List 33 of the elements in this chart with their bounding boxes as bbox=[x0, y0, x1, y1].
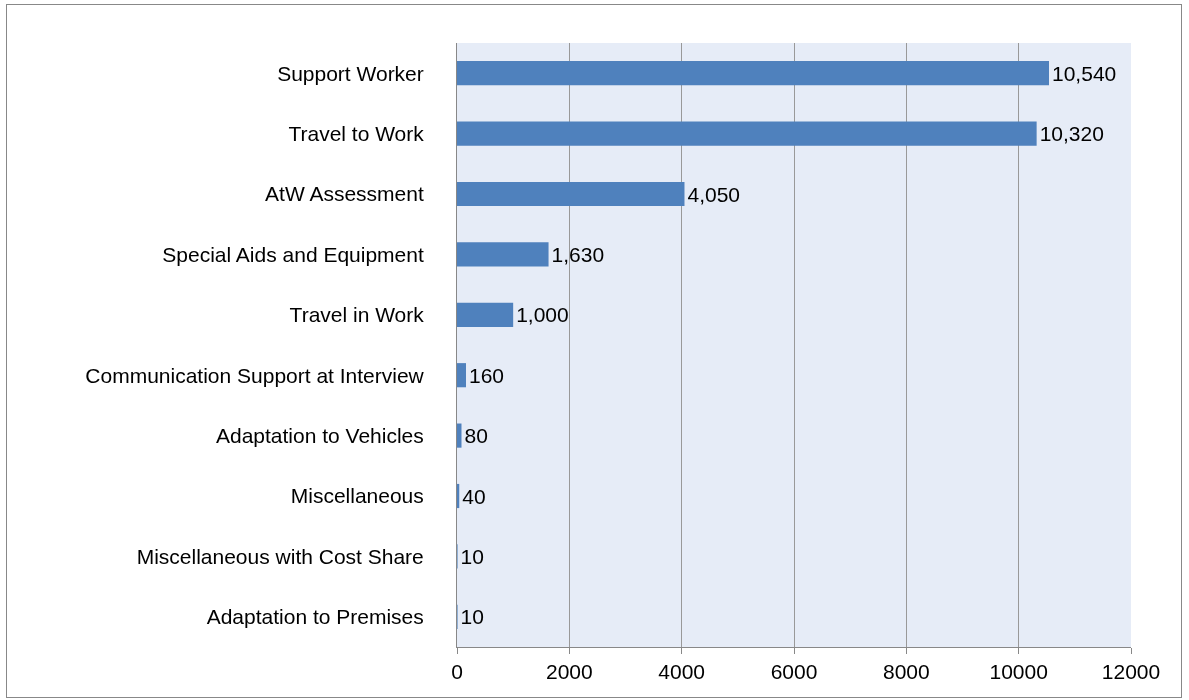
y-tick-label: Special Aids and Equipment bbox=[162, 242, 424, 266]
data-label: 10 bbox=[460, 605, 484, 629]
x-tick-label: 12000 bbox=[1101, 660, 1161, 684]
x-tick-label: 2000 bbox=[545, 660, 593, 684]
data-label: 80 bbox=[464, 424, 488, 448]
data-label: 1,000 bbox=[516, 303, 569, 327]
bar bbox=[457, 242, 549, 267]
data-label: 10,540 bbox=[1052, 61, 1117, 85]
data-label: 160 bbox=[468, 363, 505, 387]
x-tick-label: 10000 bbox=[989, 660, 1048, 684]
y-tick-label: Support Worker bbox=[277, 61, 424, 85]
y-tick-label: Miscellaneous with Cost Share bbox=[136, 544, 424, 568]
bar bbox=[457, 181, 685, 207]
y-tick-label: Miscellaneous bbox=[290, 484, 424, 508]
y-tick-label: AtW Assessment bbox=[265, 182, 424, 206]
data-label: 10,320 bbox=[1039, 122, 1104, 146]
y-tick-label: Communication Support at Interview bbox=[85, 363, 425, 387]
x-tick-label: 6000 bbox=[770, 660, 818, 684]
bar bbox=[457, 302, 514, 327]
y-tick-label: Travel to Work bbox=[288, 121, 425, 145]
bar bbox=[457, 121, 1037, 146]
data-label: 40 bbox=[462, 484, 486, 508]
y-tick-label: Adaptation to Premises bbox=[206, 605, 424, 629]
x-tick-label: 0 bbox=[451, 660, 463, 684]
data-label: 1,630 bbox=[551, 242, 605, 266]
x-tick-label: 8000 bbox=[882, 660, 930, 684]
bar bbox=[457, 61, 1049, 86]
x-tick-label: 4000 bbox=[658, 660, 706, 684]
data-label: 4,050 bbox=[687, 182, 741, 206]
bar bbox=[457, 363, 466, 388]
y-tick-label: Adaptation to Vehicles bbox=[215, 423, 424, 447]
y-tick-label: Travel in Work bbox=[289, 303, 425, 327]
data-label: 10 bbox=[460, 544, 484, 568]
